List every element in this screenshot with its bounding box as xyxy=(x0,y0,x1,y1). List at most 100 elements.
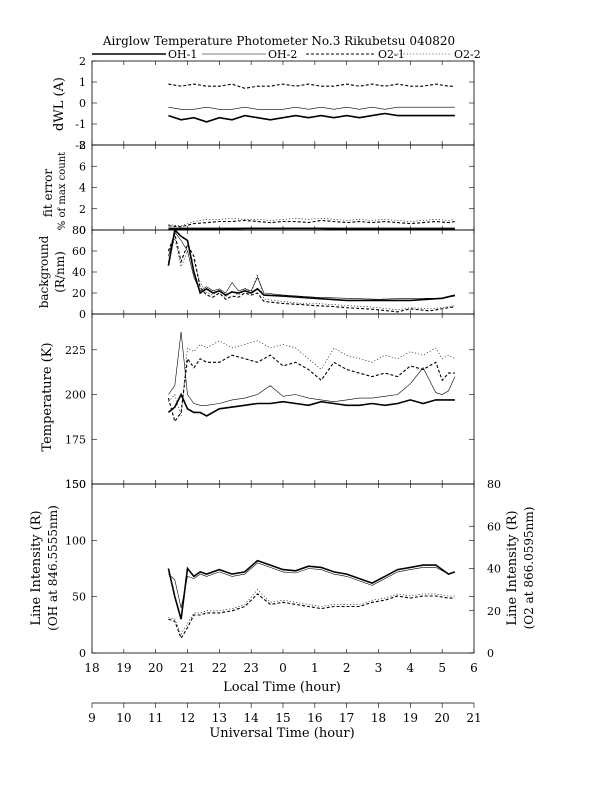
dwl-series-oh-1 xyxy=(168,112,455,123)
int-rtick-label: 80 xyxy=(487,478,501,491)
int-series-oh-1 xyxy=(167,559,456,620)
ut-tick-label: 14 xyxy=(244,711,260,725)
dwl-ylabel: dWL (A) xyxy=(52,77,67,131)
temp-series-o2-2 xyxy=(168,340,456,417)
ut-tick-label: 20 xyxy=(435,711,450,725)
legend-label-o21: O2-1 xyxy=(378,48,405,61)
ut-tick-label: 11 xyxy=(148,711,163,725)
ut-tick-label: 10 xyxy=(116,711,131,725)
bg-ytick-label: 80 xyxy=(72,224,86,237)
dwl-ytick-label: -2 xyxy=(75,139,86,152)
panels: 210-1-2864208060402002252001751501501005… xyxy=(65,55,501,660)
int-ytick-label: 150 xyxy=(65,478,86,491)
dwl-ytick-label: 2 xyxy=(79,55,86,68)
dwl-ytick-label: 1 xyxy=(79,76,86,89)
int-series-oh-2 xyxy=(168,562,455,608)
bg-series-oh-2 xyxy=(168,231,455,300)
temp-series-o2-1 xyxy=(167,354,455,423)
local-tick-label: 18 xyxy=(84,661,99,675)
dwl-series-o2-1 xyxy=(168,83,455,89)
ut-tick-label: 9 xyxy=(88,711,96,725)
local-tick-label: 2 xyxy=(343,661,351,675)
ut-tick-label: 16 xyxy=(307,711,322,725)
int-rtick-label: 20 xyxy=(487,605,501,618)
dwl-series-oh-2 xyxy=(168,106,455,110)
local-time-label: Local Time (hour) xyxy=(223,680,341,695)
temp-series-oh-2 xyxy=(168,331,456,406)
ut-label: Universal Time (hour) xyxy=(209,726,354,741)
int-series-o2-2 xyxy=(168,589,455,635)
bg-ytick-label: 40 xyxy=(72,266,86,279)
panel-labels: dWL (A) fit error % of max count backgro… xyxy=(29,77,536,631)
fit-ylabel: fit error xyxy=(41,169,55,217)
ut-tick-label: 13 xyxy=(212,711,227,725)
bg-panel: 80 60 40 20 0 xyxy=(72,224,475,321)
fit-ytick-label: 8 xyxy=(79,139,86,152)
legend-label-oh2: OH-2 xyxy=(268,48,297,61)
temp-ytick-label: 150 xyxy=(65,478,86,491)
bg-ylabel-unit: (R/nm) xyxy=(53,251,67,293)
bg-series-oh-1 xyxy=(167,230,456,302)
int-ytick-label: 0 xyxy=(79,647,86,660)
int-series-o2-1 xyxy=(168,593,455,640)
ut-tick-label: 17 xyxy=(339,711,354,725)
fit-ytick-label: 0 xyxy=(79,224,86,237)
bg-frame xyxy=(91,229,475,315)
int-rtick-label: 0 xyxy=(487,647,494,660)
int-rtick-label: 60 xyxy=(487,520,501,533)
local-tick-label: 1 xyxy=(311,661,319,675)
local-tick-label: 5 xyxy=(438,661,446,675)
temp-frame xyxy=(91,313,475,485)
fit-ylabel-unit: % of max count xyxy=(57,152,68,230)
dwl-ytick-label: 0 xyxy=(79,97,86,110)
local-tick-label: 4 xyxy=(407,661,415,675)
int-ytick-label: 50 xyxy=(72,591,86,604)
ut-tick-label: 18 xyxy=(371,711,386,725)
dwl-frame xyxy=(91,60,475,146)
dwl-panel: 2 1 0 -1 -2 xyxy=(75,55,475,152)
bg-ytick-label: 60 xyxy=(72,245,86,258)
legend-label-oh1: OH-1 xyxy=(168,48,197,61)
local-tick-label: 19 xyxy=(116,661,131,675)
local-tick-label: 20 xyxy=(148,661,163,675)
int-rlabel: Line Intensity (R) xyxy=(505,510,520,625)
local-tick-label: 23 xyxy=(244,661,259,675)
fit-series-oh-1 xyxy=(168,227,455,230)
temp-panel: 225 200 175 150 xyxy=(65,313,475,491)
int-rtick-label: 40 xyxy=(487,563,501,576)
fit-series-o2-2 xyxy=(168,217,455,227)
ut-tick-label: 21 xyxy=(466,711,481,725)
fit-ytick-label: 2 xyxy=(79,203,86,216)
fit-ytick-label: 4 xyxy=(79,182,86,195)
bg-ytick-label: 20 xyxy=(72,287,86,300)
fit-ytick-label: 6 xyxy=(79,160,86,173)
legend-label-o22: O2-2 xyxy=(454,48,481,61)
temp-ylabel: Temperature (K) xyxy=(40,342,55,451)
bg-ylabel: background xyxy=(37,235,51,308)
local-tick-label: 0 xyxy=(279,661,287,675)
x-axes: Local Time (hour) Universal Time (hour) … xyxy=(84,661,481,741)
temp-series-oh-1 xyxy=(167,392,455,417)
local-tick-label: 6 xyxy=(470,661,478,675)
ut-tick-label: 12 xyxy=(180,711,195,725)
legend: OH-1 OH-2 O2-1 O2-2 xyxy=(92,48,481,61)
fit-frame xyxy=(91,144,475,231)
bg-ytick-label: 0 xyxy=(79,308,86,321)
int-ylabel: Line Intensity (R) xyxy=(29,510,44,625)
chart-title: Airglow Temperature Photometer No.3 Riku… xyxy=(102,34,455,48)
int-rlabel-unit: (O2 at 866.0595nm) xyxy=(522,507,536,630)
fit-panel: 8 6 4 2 0 xyxy=(79,139,475,237)
int-ytick-label: 100 xyxy=(65,534,86,547)
temp-ytick-label: 175 xyxy=(65,433,86,446)
dwl-ytick-label: -1 xyxy=(75,118,86,131)
temp-ytick-label: 225 xyxy=(65,344,86,357)
ut-tick-label: 15 xyxy=(275,711,290,725)
local-tick-label: 21 xyxy=(180,661,195,675)
local-tick-label: 3 xyxy=(375,661,383,675)
int-panel: 150 100 50 0 80 60 40 20 0 xyxy=(65,478,501,660)
local-tick-label: 22 xyxy=(212,661,227,675)
temp-ytick-label: 200 xyxy=(65,389,86,402)
fit-series-o2-1 xyxy=(168,219,455,228)
bg-series-o2-1 xyxy=(167,232,455,313)
